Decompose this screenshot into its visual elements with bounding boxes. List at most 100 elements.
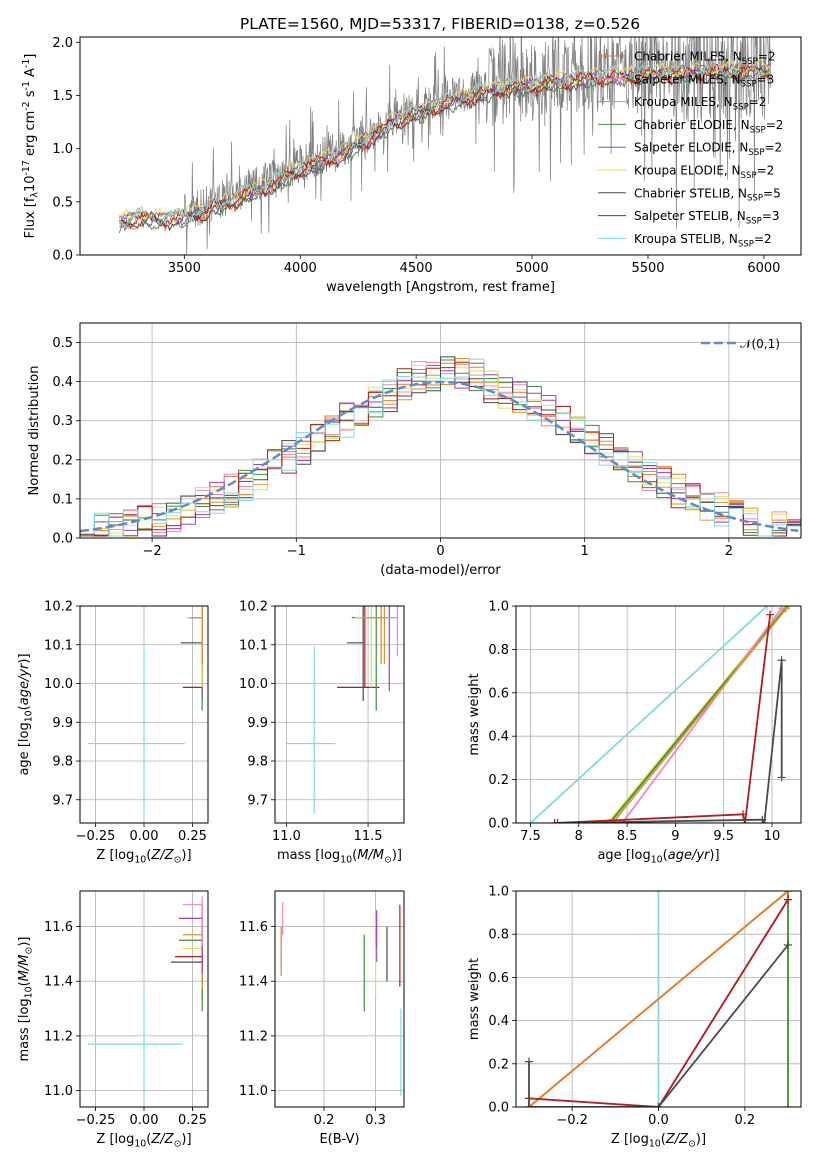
errorbar-point [182, 896, 203, 946]
age-vs-Z-plot-area [87, 606, 203, 814]
y-tick-label: 0.4 [488, 730, 509, 745]
spectrum-axes: 3500 4000 4500 5000 5500 6000 0.0 0.5 1.0 1.5 2.0 [52, 36, 802, 276]
y-tick-label: 9.7 [247, 793, 268, 808]
mass-weight-marker [526, 819, 535, 823]
x-axis-label: (data-model)/error [380, 563, 501, 578]
x-tick-label: 6000 [747, 261, 780, 276]
errorbar-point [286, 646, 336, 814]
x-axis-label: age [log10(age/yr)] [597, 848, 719, 866]
x-axis-label: Z [log10(Z/Z⊙)] [96, 1132, 191, 1150]
x-tick-label: −1 [287, 544, 306, 559]
errorbar-point [363, 606, 386, 665]
y-tick-label: 0.6 [488, 971, 509, 986]
figure-title: PLATE=1560, MJD=53317, FIBERID=0138, z=0… [240, 15, 640, 33]
mass-weight-line [621, 607, 783, 823]
mass-weight-marker [654, 891, 663, 895]
x-tick-label: 11.5 [354, 829, 383, 844]
y-tick-label: 10.2 [44, 600, 73, 615]
y-tick-label: 0.2 [488, 1057, 509, 1072]
mass-weight-marker [784, 1103, 793, 1107]
spectrum-plot-area [118, 37, 772, 255]
residual-histogram [80, 358, 801, 537]
mass-weight-marker [784, 606, 793, 610]
x-tick-label: 8.5 [617, 829, 638, 844]
errorbar-point [190, 606, 203, 665]
x-axis-label: Z [log10(Z/Z⊙)] [611, 1132, 706, 1150]
y-tick-label: 0.4 [52, 375, 73, 390]
mass-weight-line [557, 660, 783, 823]
x-axis-label: wavelength [Angstrom, rest frame] [326, 280, 555, 295]
legend-label: Chabrier MILES, NSSP=2 [634, 50, 776, 67]
y-tick-label: 10.2 [239, 600, 268, 615]
y-tick-label: 11.0 [44, 1084, 73, 1099]
y-tick-label: 0.2 [52, 453, 73, 468]
mass-weight-line [554, 614, 771, 823]
x-tick-label: 3500 [168, 261, 201, 276]
x-tick-label: 1 [581, 544, 589, 559]
errorbar-point [186, 606, 203, 711]
x-tick-label: −0.2 [556, 1113, 588, 1128]
axes-frame [79, 36, 802, 256]
x-axis-label: Z [log10(Z/Z⊙)] [96, 848, 191, 866]
mass-weight-vs-Z-axes: −0.2 0.0 0.2 0.0 0.2 0.4 0.6 0.8 1.0 [488, 885, 802, 1128]
y-tick-label: 10.0 [239, 677, 268, 692]
x-tick-label: −2 [143, 544, 162, 559]
x-tick-label: 0.25 [178, 829, 207, 844]
mass-weight-line [528, 899, 789, 1107]
y-axis-label: mass weight [467, 673, 482, 755]
x-tick-label: 7.5 [520, 829, 541, 844]
y-tick-label: 1.5 [52, 89, 73, 104]
observed-spectrum-line [119, 37, 772, 255]
mass-weight-marker [763, 606, 772, 610]
mass-weight-marker [654, 1103, 663, 1107]
errorbar-point [180, 606, 203, 701]
mass-weight-marker [784, 891, 793, 895]
y-tick-label: 0.3 [52, 414, 73, 429]
mass-weight-marker [553, 819, 562, 823]
y-axis-label: mass weight [467, 958, 482, 1040]
errorbar-point [192, 606, 203, 657]
y-tick-label: 9.9 [247, 716, 268, 731]
y-axis-label: Normed distribution [27, 366, 42, 496]
age-vs-mass-axes: 11.0 11.5 9.7 9.8 9.9 10.0 10.1 10.2 [239, 600, 405, 844]
y-tick-label: 9.7 [52, 793, 73, 808]
legend-label: Salpeter STELIB, NSSP=3 [634, 209, 780, 226]
mass-weight-marker [524, 1057, 533, 1066]
y-tick-label: 0.0 [488, 1101, 509, 1116]
mass-weight-line [609, 607, 787, 823]
y-tick-label: 0.5 [52, 336, 73, 351]
residual-histogram [80, 361, 801, 537]
y-tick-label: 11.6 [239, 920, 268, 935]
x-tick-label: 0.00 [130, 829, 159, 844]
model-spectrum-line [119, 60, 771, 226]
y-tick-label: 0.0 [52, 532, 73, 547]
x-tick-label: 0.0 [648, 1113, 669, 1128]
y-tick-label: 1.0 [488, 600, 509, 615]
mass-weight-marker [784, 941, 793, 949]
x-tick-label: 5500 [631, 261, 664, 276]
errorbar-point [188, 606, 203, 692]
y-tick-label: 0.8 [488, 928, 509, 943]
y-tick-label: 0.0 [488, 817, 509, 832]
mass-weight-vs-Z-plot-area [524, 891, 793, 1107]
mass-weight-marker [784, 895, 793, 904]
residuals-axes: −2 −1 0 1 2 0.0 0.1 0.2 0.3 0.4 0.5 [52, 322, 802, 559]
mass-vs-Z-axes: −0.25 0.00 0.25 11.0 11.2 11.4 11.6 [44, 890, 209, 1128]
y-tick-label: 0.2 [488, 773, 509, 788]
mass-weight-marker [524, 1103, 533, 1107]
normal-reference-curve [80, 380, 799, 533]
y-tick-label: 10.0 [44, 677, 73, 692]
axes-frame [274, 890, 405, 1108]
model-spectrum-line [119, 66, 771, 232]
x-tick-label: 4500 [400, 261, 433, 276]
y-tick-label: 10.1 [44, 638, 73, 653]
mass-weight-marker [766, 610, 775, 619]
x-axis-label: mass [log10(M/M⊙)] [277, 848, 402, 866]
mass-weight-marker [777, 773, 786, 782]
y-tick-label: 0.8 [488, 643, 509, 658]
x-tick-label: 8 [575, 829, 583, 844]
errorbar-point [337, 606, 380, 688]
mass-weight-vs-age-plot-area [526, 606, 793, 823]
mass-weight-marker [739, 810, 748, 819]
